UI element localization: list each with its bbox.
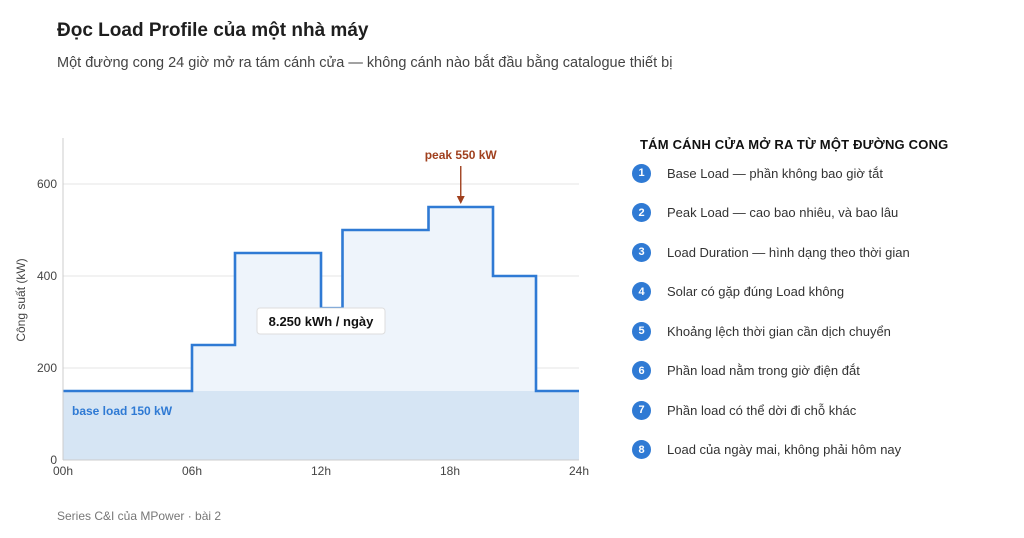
- y-tick-label: 400: [37, 269, 57, 283]
- number-badge: 6: [632, 361, 651, 380]
- x-tick-label: 12h: [311, 464, 331, 478]
- list-item: 6 Phần load nằm trong giờ điện đắt: [632, 360, 860, 382]
- x-tick-label: 24h: [569, 464, 589, 478]
- number-badge: 3: [632, 242, 651, 262]
- y-tick-label: 200: [37, 361, 57, 375]
- list-item-label: Khoảng lệch thời gian cần dịch chuyển: [667, 323, 891, 339]
- list-item-label: Load Duration — hình dạng theo thời gian: [667, 244, 910, 260]
- energy-label: 8.250 kWh / ngày: [269, 314, 375, 329]
- list-item: 3 Load Duration — hình dạng theo thời gia…: [632, 241, 910, 263]
- number-badge: 8: [632, 440, 651, 459]
- load-profile-chart: 0 200 400 600 00h 06h 12h 18h 24h Công suất (kW…: [14, 138, 589, 478]
- number-badge: 4: [632, 282, 651, 301]
- load-step-line: [63, 205, 579, 393]
- list-item: 5 Khoảng lệch thời gian cần dịch chuyển: [632, 320, 891, 342]
- list-item-label: Phần load có thể dời đi chỗ khác: [667, 402, 857, 418]
- page-title: Đọc Load Profile của một nhà máy: [57, 20, 369, 41]
- list-item: 8 Load của ngày mai, không phải hôm nay: [632, 439, 901, 461]
- x-ticks: 00h 06h 12h 18h 24h: [53, 464, 589, 478]
- number-badge: 2: [632, 203, 651, 222]
- list-item-label: Load của ngày mai, không phải hôm nay: [667, 442, 902, 457]
- peak-annotation-label: peak 550 kW: [425, 148, 498, 162]
- list-item: 2 Peak Load — cao bao nhiêu, và bao lâu: [632, 202, 898, 224]
- number-badge: 7: [632, 400, 651, 420]
- peak-arrow-head: [456, 196, 465, 204]
- list-heading: TÁM CÁNH CỬA MỞ RA TỪ MỘT ĐƯỜNG CONG: [640, 137, 949, 152]
- x-tick-label: 18h: [440, 464, 460, 478]
- list-item-label: Solar có gặp đúng Load không: [667, 284, 845, 299]
- list-item-label: Peak Load — cao bao nhiêu, và bao lâu: [667, 205, 899, 220]
- number-badge: 1: [632, 163, 651, 183]
- list-item: 4 Solar có gặp đúng Load không: [632, 281, 844, 303]
- footer-note: Series C&I của MPower · bài 2: [57, 509, 222, 523]
- base-load-area: [63, 391, 579, 460]
- base-load-label: base load 150 kW: [72, 404, 173, 418]
- y-axis-label: Công suất (kW): [14, 258, 28, 341]
- page-subtitle: Một đường cong 24 giờ mở ra tám cánh cửa…: [57, 55, 673, 71]
- x-tick-label: 06h: [182, 464, 202, 478]
- list-item-label: Base Load — phần không bao giờ tắt: [667, 165, 883, 181]
- list-item-label: Phần load nằm trong giờ điện đắt: [667, 363, 860, 378]
- energy-label-box: 8.250 kWh / ngày: [256, 307, 386, 335]
- list-item: 7 Phần load có thể dời đi chỗ khác: [632, 399, 856, 421]
- list-item: 1 Base Load — phần không bao giờ tắt: [632, 162, 883, 184]
- y-ticks: 0 200 400 600: [37, 177, 57, 467]
- y-tick-label: 0: [50, 453, 57, 467]
- x-tick-label: 00h: [53, 464, 73, 478]
- number-badge: 5: [632, 321, 651, 341]
- y-tick-label: 600: [37, 177, 57, 191]
